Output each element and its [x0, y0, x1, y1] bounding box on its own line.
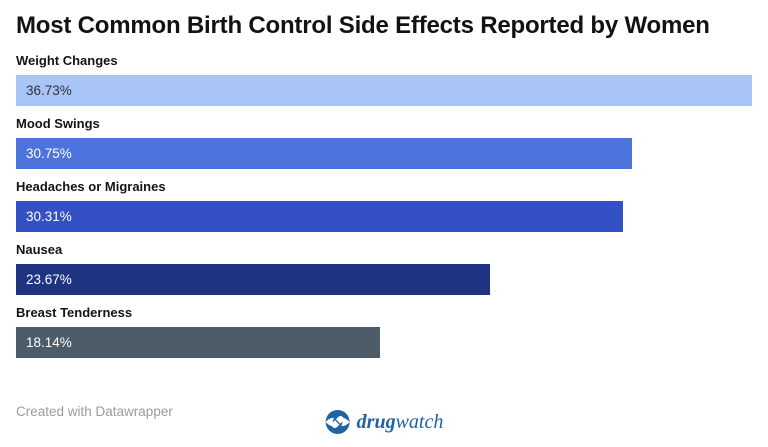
drugwatch-logo[interactable]: drugwatch	[325, 409, 444, 435]
bar[interactable]: 36.73%	[16, 75, 752, 106]
bar-chart: Weight Changes 36.73% Mood Swings 30.75%…	[16, 53, 752, 358]
wordmark-watch: watch	[395, 410, 444, 433]
wordmark-drug: drug	[356, 410, 396, 433]
datawrapper-attribution-link[interactable]: Created with Datawrapper	[16, 404, 173, 419]
value-label: 23.67%	[26, 272, 72, 287]
bar[interactable]: 30.75%	[16, 138, 633, 169]
category-label: Headaches or Migraines	[16, 179, 166, 194]
bar-row: Mood Swings 30.75%	[16, 116, 752, 169]
category-label: Weight Changes	[16, 53, 118, 68]
bar[interactable]: 23.67%	[16, 264, 491, 295]
category-label: Mood Swings	[16, 116, 100, 131]
bar[interactable]: 18.14%	[16, 327, 380, 358]
bar-row: Headaches or Migraines 30.31%	[16, 179, 752, 232]
value-label: 18.14%	[26, 335, 72, 350]
value-label: 36.73%	[26, 83, 72, 98]
category-label: Nausea	[16, 242, 63, 257]
bar-row: Weight Changes 36.73%	[16, 53, 752, 106]
drugwatch-wordmark: drugwatch	[357, 410, 444, 435]
category-label: Breast Tenderness	[16, 305, 133, 320]
value-label: 30.75%	[26, 146, 72, 161]
chart-footer: Created with Datawrapper drugwatch	[16, 399, 752, 443]
chart-title: Most Common Birth Control Side Effects R…	[16, 12, 710, 39]
pill-eye-icon	[325, 410, 350, 434]
value-label: 30.31%	[26, 209, 72, 224]
bar-row: Nausea 23.67%	[16, 242, 752, 295]
bar-row: Breast Tenderness 18.14%	[16, 305, 752, 358]
bar[interactable]: 30.31%	[16, 201, 624, 232]
